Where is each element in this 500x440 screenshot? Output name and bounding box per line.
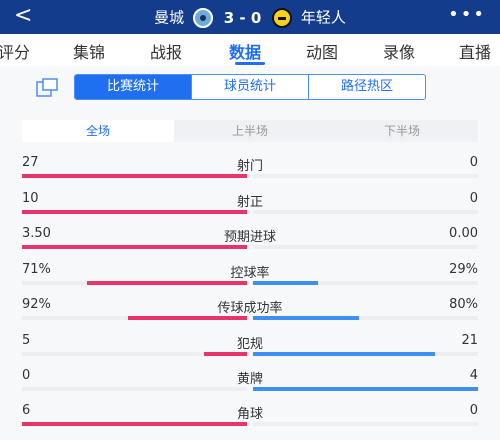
stat-row: 27 射门 0 bbox=[0, 155, 500, 189]
tab-replay[interactable]: 录像 bbox=[383, 43, 416, 62]
stats-segmented-control: 比赛统计 球员统计 路径热区 bbox=[74, 74, 426, 100]
home-bar bbox=[87, 281, 247, 285]
home-team-name: 曼城 bbox=[154, 8, 185, 27]
away-team-name: 年轻人 bbox=[300, 8, 346, 27]
stat-away-value: 0 bbox=[469, 191, 478, 206]
home-bar bbox=[22, 245, 247, 249]
home-bar-track bbox=[22, 422, 247, 426]
tab-report[interactable]: 战报 bbox=[150, 43, 183, 62]
home-bar-track bbox=[22, 245, 247, 249]
away-bar-track bbox=[253, 387, 478, 391]
segment-heatmap[interactable]: 路径热区 bbox=[340, 79, 393, 94]
away-bar-track bbox=[253, 210, 478, 214]
stat-home-value: 3.50 bbox=[22, 226, 51, 241]
stat-label: 射门 bbox=[236, 159, 263, 174]
content-tabs: 评分 集锦 战报 数据 动图 录像 直播 bbox=[0, 34, 500, 66]
match-title: 曼城 3 - 0 年轻人 bbox=[0, 7, 500, 28]
tab-highlights[interactable]: 集锦 bbox=[73, 43, 106, 62]
home-bar-track bbox=[22, 352, 247, 356]
away-bar bbox=[253, 281, 319, 285]
stat-away-value: 0.00 bbox=[449, 226, 478, 241]
tab-gifs[interactable]: 动图 bbox=[306, 43, 339, 62]
stat-home-value: 10 bbox=[22, 191, 39, 206]
top-bar: < 曼城 3 - 0 年轻人 ••• bbox=[0, 0, 500, 34]
stat-home-value: 27 bbox=[22, 155, 39, 170]
stat-home-value: 0 bbox=[22, 368, 31, 383]
stat-home-value: 5 bbox=[22, 333, 31, 348]
away-bar bbox=[253, 352, 436, 356]
stat-away-value: 4 bbox=[469, 368, 478, 383]
stat-row: 0 黄牌 4 bbox=[0, 368, 500, 402]
away-bar-track bbox=[253, 245, 478, 249]
home-bar bbox=[22, 174, 247, 178]
stat-away-value: 21 bbox=[461, 333, 478, 348]
stat-away-value: 0 bbox=[469, 403, 478, 418]
stat-label: 传球成功率 bbox=[217, 301, 283, 316]
home-bar bbox=[22, 210, 247, 214]
layout-toggle-icon[interactable] bbox=[36, 78, 58, 98]
away-bar-track bbox=[253, 422, 478, 426]
home-bar-track bbox=[22, 387, 247, 391]
stat-row: 3.50 预期进球 0.00 bbox=[0, 226, 500, 260]
stat-label: 犯规 bbox=[236, 337, 263, 352]
stat-row: 6 角球 0 bbox=[0, 403, 500, 437]
period-full[interactable]: 全场 bbox=[22, 120, 174, 142]
home-bar-track bbox=[22, 174, 247, 178]
active-tab-indicator bbox=[235, 62, 265, 65]
stat-label: 角球 bbox=[236, 407, 263, 422]
tab-stats[interactable]: 数据 bbox=[229, 43, 262, 62]
stat-home-value: 71% bbox=[22, 262, 51, 277]
period-selector: 全场 上半场 下半场 bbox=[22, 120, 478, 142]
young-boys-badge-icon bbox=[272, 7, 293, 28]
home-bar-track bbox=[22, 316, 247, 320]
segment-player-stats[interactable]: 球员统计 bbox=[192, 75, 309, 99]
man-city-badge-icon bbox=[192, 7, 213, 28]
stat-row: 92% 传球成功率 80% bbox=[0, 297, 500, 331]
stat-away-value: 80% bbox=[449, 297, 478, 312]
more-menu-icon[interactable]: ••• bbox=[448, 4, 486, 25]
stat-home-value: 6 bbox=[22, 403, 31, 418]
stat-label: 黄牌 bbox=[236, 372, 263, 387]
segment-match-stats[interactable]: 比赛统计 bbox=[75, 75, 192, 99]
match-score: 3 - 0 bbox=[223, 8, 262, 27]
away-bar-track bbox=[253, 174, 478, 178]
away-bar-track bbox=[253, 316, 478, 320]
period-second-half[interactable]: 下半场 bbox=[326, 120, 478, 142]
away-bar bbox=[253, 387, 478, 391]
stat-away-value: 29% bbox=[449, 262, 478, 277]
tab-rating[interactable]: 评分 bbox=[0, 43, 31, 62]
home-bar bbox=[22, 422, 247, 426]
stat-home-value: 92% bbox=[22, 297, 51, 312]
tab-live[interactable]: 直播 bbox=[459, 43, 492, 62]
home-bar bbox=[127, 316, 247, 320]
away-bar-track bbox=[253, 281, 478, 285]
back-icon[interactable]: < bbox=[14, 3, 33, 28]
stat-away-value: 0 bbox=[469, 155, 478, 170]
home-bar-track bbox=[22, 281, 247, 285]
stat-label: 射正 bbox=[236, 195, 263, 210]
stat-label: 预期进球 bbox=[223, 230, 276, 245]
stat-label: 控球率 bbox=[230, 266, 270, 281]
away-bar-track bbox=[253, 352, 478, 356]
home-bar-track bbox=[22, 210, 247, 214]
home-bar bbox=[204, 352, 247, 356]
period-first-half[interactable]: 上半场 bbox=[174, 120, 326, 142]
stat-row: 5 犯规 21 bbox=[0, 333, 500, 367]
stat-row: 10 射正 0 bbox=[0, 191, 500, 225]
away-bar bbox=[253, 316, 359, 320]
stat-row: 71% 控球率 29% bbox=[0, 262, 500, 296]
